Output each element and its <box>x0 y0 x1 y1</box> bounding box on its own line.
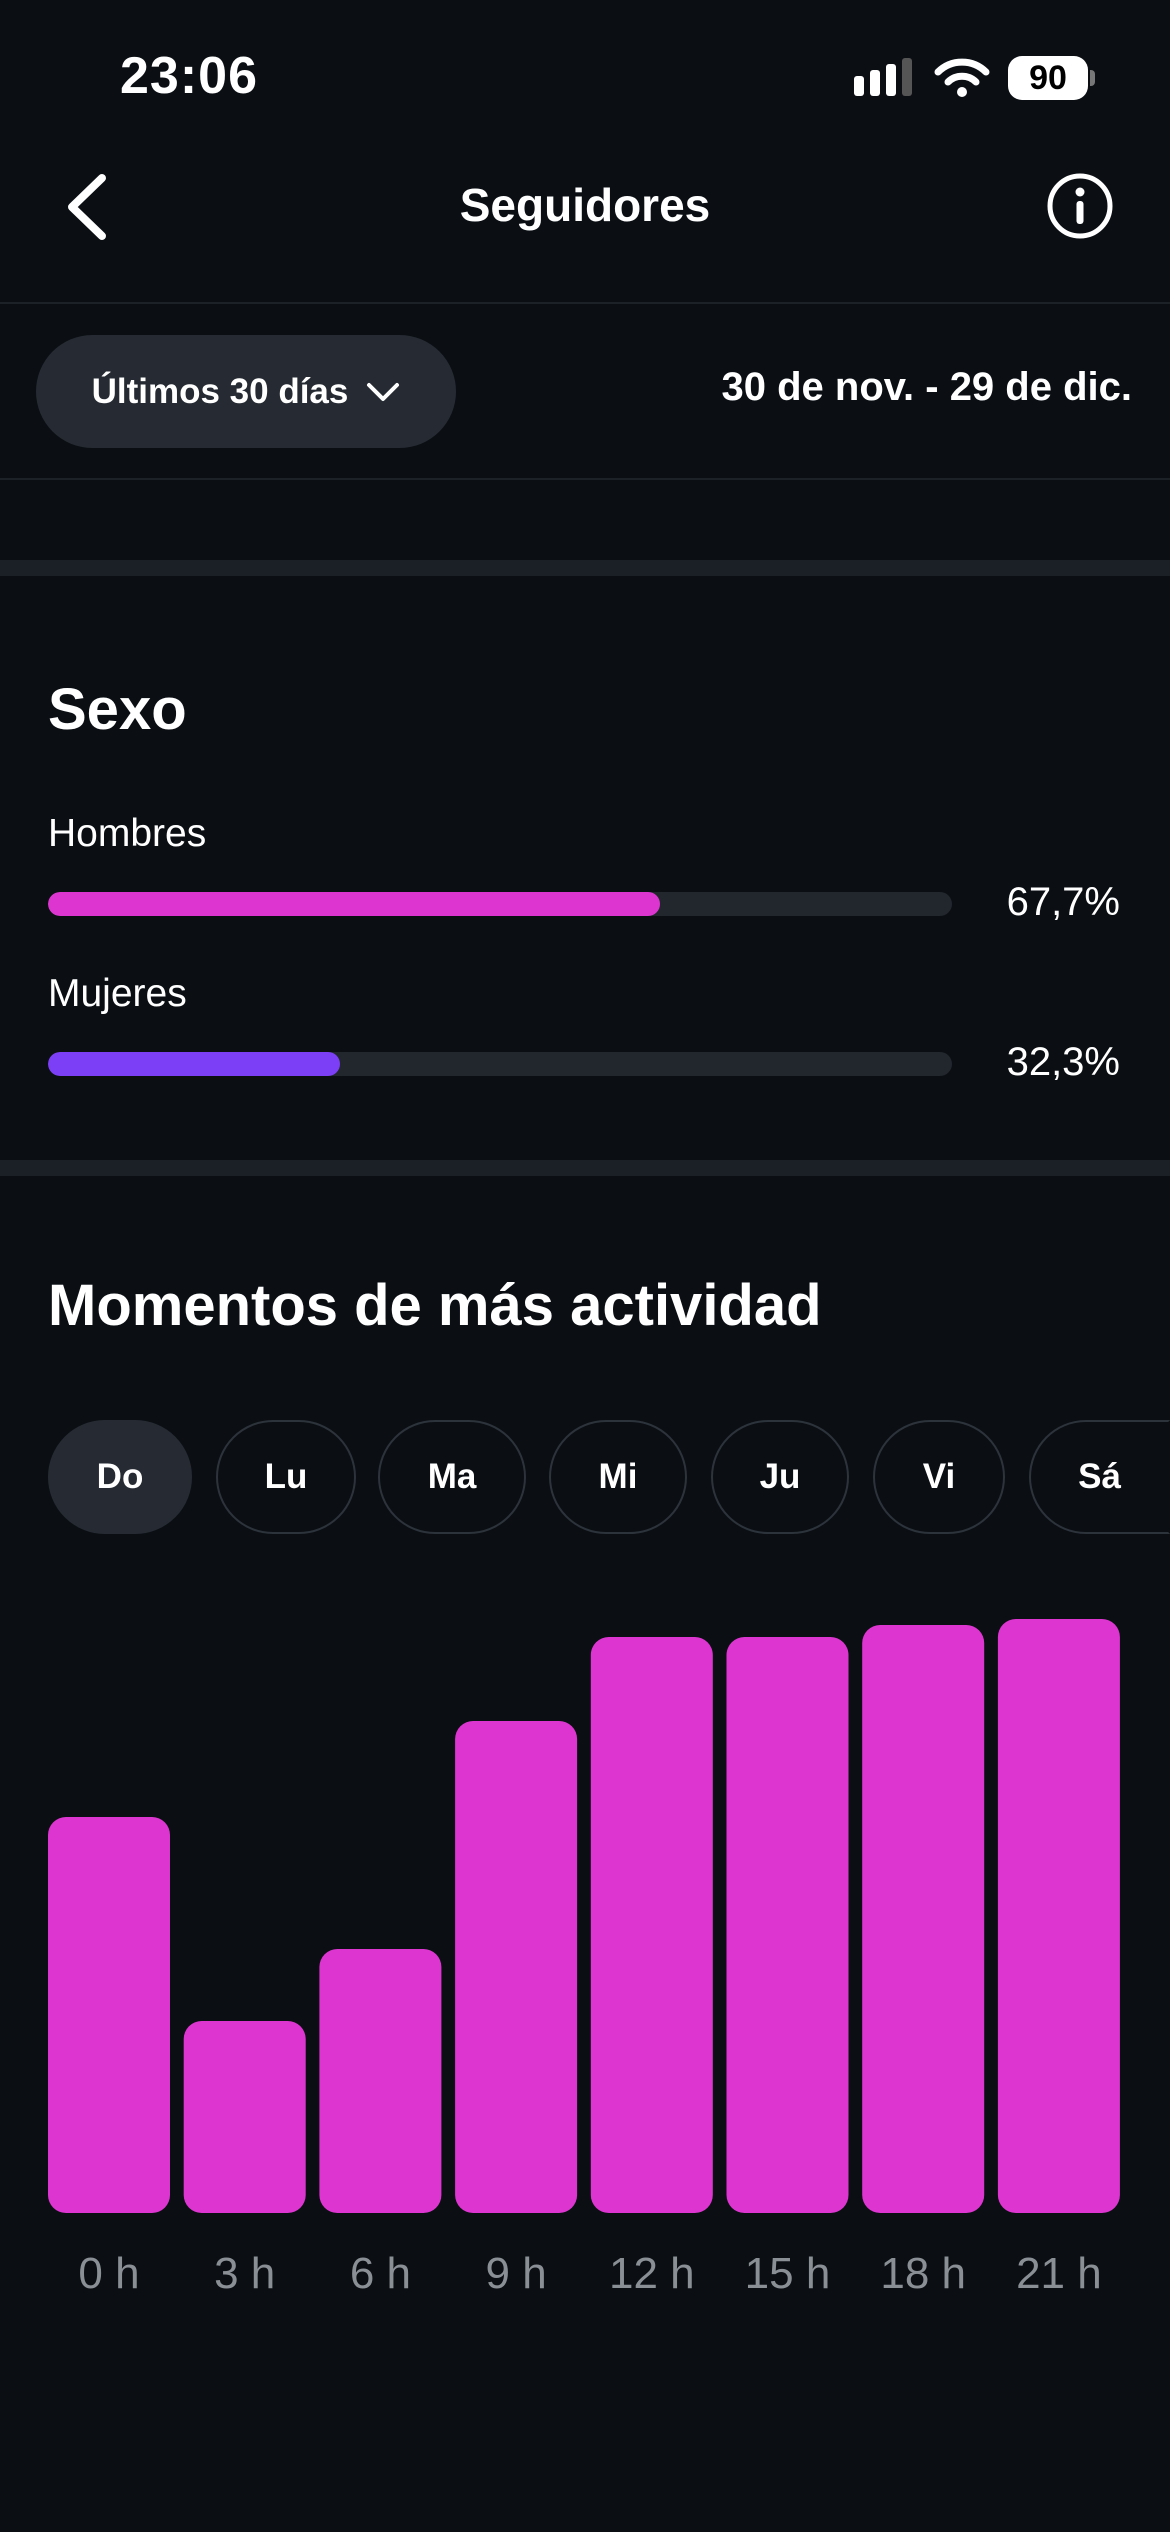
status-time: 23:06 <box>120 47 258 105</box>
activity-bar <box>862 1625 985 2213</box>
activity-tick-label: 12 h <box>609 2249 695 2298</box>
activity-bar <box>590 1637 713 2213</box>
section-title-activity: Momentos de más actividad <box>48 1273 822 1338</box>
activity-tick-label: 21 h <box>1016 2249 1102 2298</box>
activity-bar <box>319 1949 442 2213</box>
day-pill-vi[interactable]: Vi <box>873 1420 1005 1534</box>
back-chevron-icon[interactable] <box>60 170 120 244</box>
gender-bar-women-fill <box>48 1052 340 1076</box>
header-divider <box>0 302 1170 304</box>
activity-tick-label: 9 h <box>486 2249 547 2298</box>
day-pill-sa[interactable]: Sá <box>1029 1420 1170 1534</box>
section-separator <box>0 1160 1170 1176</box>
activity-tick-label: 15 h <box>745 2249 831 2298</box>
activity-bar <box>726 1637 849 2213</box>
gender-bar-women <box>48 1052 952 1076</box>
day-pill-lu[interactable]: Lu <box>216 1420 356 1534</box>
page-title: Seguidores <box>459 179 711 231</box>
activity-bar <box>48 1817 170 2213</box>
filter-divider <box>0 478 1170 480</box>
date-range-label: Últimos 30 días <box>91 371 349 411</box>
activity-bar <box>455 1721 578 2213</box>
info-icon[interactable] <box>1046 172 1114 240</box>
activity-bar <box>183 2021 306 2213</box>
gender-value-women: 32,3% <box>1006 1040 1120 1084</box>
activity-tick-label: 0 h <box>78 2249 139 2298</box>
chevron-down-icon <box>367 382 400 401</box>
gender-bar-men-fill <box>48 892 660 916</box>
section-title-sexo: Sexo <box>48 677 187 742</box>
gender-value-men: 67,7% <box>1006 880 1120 924</box>
date-range-dropdown[interactable]: Últimos 30 días <box>36 335 456 448</box>
section-separator <box>0 560 1170 576</box>
activity-bar-chart: 0 h 3 h 6 h 9 h 12 h 15 h 18 h 21 h <box>48 1619 1120 2298</box>
day-pill-mi[interactable]: Mi <box>549 1420 687 1534</box>
battery-tip <box>1090 70 1095 86</box>
battery-indicator: 90 <box>1008 56 1088 100</box>
gender-label-women: Mujeres <box>48 972 187 1015</box>
activity-tick-label: 3 h <box>214 2249 275 2298</box>
day-pill-ma[interactable]: Ma <box>378 1420 526 1534</box>
date-range-text: 30 de nov. - 29 de dic. <box>721 365 1132 409</box>
activity-bar <box>997 1619 1120 2213</box>
wifi-icon <box>934 58 990 97</box>
day-pill-ju[interactable]: Ju <box>711 1420 849 1534</box>
cellular-signal-icon <box>854 58 912 96</box>
activity-tick-label: 6 h <box>350 2249 411 2298</box>
activity-tick-label: 18 h <box>880 2249 966 2298</box>
gender-label-men: Hombres <box>48 812 207 855</box>
gender-bar-men <box>48 892 952 916</box>
day-pill-do[interactable]: Do <box>48 1420 192 1534</box>
